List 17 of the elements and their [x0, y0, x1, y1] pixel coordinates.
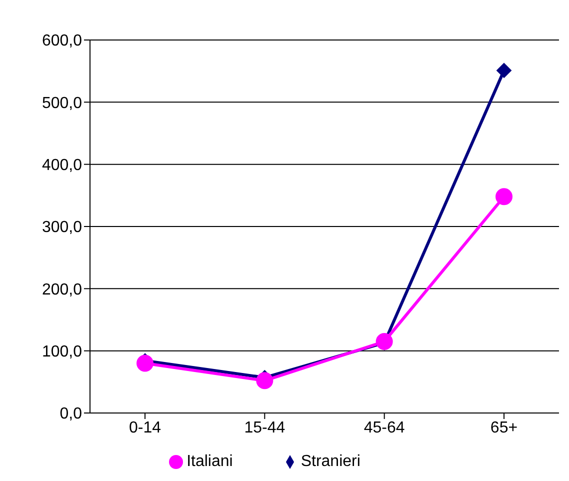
- y-tick-label: 500,0: [42, 94, 82, 112]
- y-tick-label: 600,0: [42, 32, 82, 50]
- y-tick-label: 300,0: [42, 219, 82, 236]
- x-tick-label: 65+: [490, 419, 518, 436]
- y-tick-label: 0,0: [60, 406, 82, 423]
- x-tick-label: 45-64: [364, 419, 405, 436]
- y-tick-label: 400,0: [42, 157, 82, 174]
- legend-label: Italiani: [186, 453, 233, 470]
- x-tick-label: 0-14: [128, 419, 162, 436]
- point: [496, 188, 512, 206]
- x-tick-label: 15-44: [244, 419, 286, 436]
- point: [496, 62, 512, 78]
- y-tick-label: 200,0: [42, 281, 82, 298]
- point: [256, 372, 274, 390]
- y-tick-label: 100,0: [42, 344, 82, 361]
- legend-label: Stranieri: [300, 453, 360, 470]
- point: [136, 354, 154, 372]
